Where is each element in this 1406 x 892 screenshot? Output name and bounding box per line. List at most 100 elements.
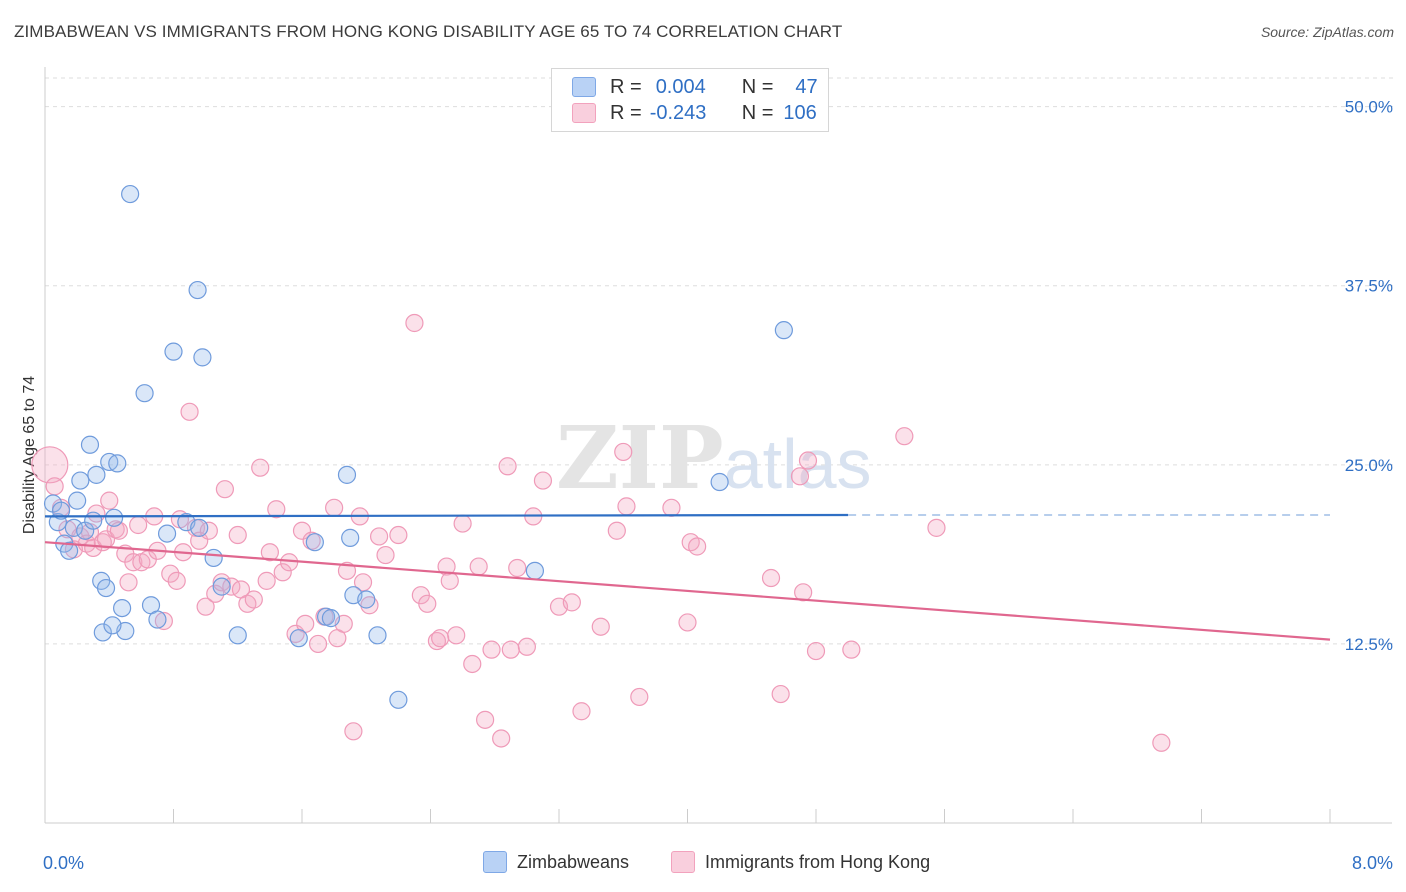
hong-kong-point [469,557,488,576]
hong-kong-point [806,641,826,661]
zimbabwean-point [121,184,140,204]
zimbabwean-point [96,578,116,598]
pink-swatch-icon [671,851,695,873]
hong-kong-point [607,521,626,540]
hong-kong-point [370,527,389,546]
hong-kong-point [662,498,681,517]
hong-kong-trend-line [44,541,1331,641]
y-tick-label: 12.5% [1345,635,1393,654]
zimbabwean-point [228,626,247,645]
hong-kong-point [498,457,517,476]
hong-kong-point [761,568,781,588]
zimbabwean-point [164,342,183,361]
hong-kong-point [440,571,459,590]
zimbabwean-point [84,511,103,530]
zimbabwean-point [64,518,84,537]
hong-kong-point [228,525,247,545]
zimbabwean-point [710,472,729,492]
zimbabwean-point [193,348,212,367]
zimbabwean-point [212,577,231,596]
hong-kong-point [100,491,119,510]
hong-kong-point [212,573,231,592]
tick-labels: 12.5% 25.0% 37.5% 50.0% 0.0% 8.0% [43,98,1393,873]
zimbabwean-point [87,465,106,484]
zimbabwean-point [103,616,122,635]
hong-kong-point [308,634,328,654]
hong-kong-point [508,558,527,578]
zimbabwean-point [80,435,100,454]
source-label: Source: ZipAtlas.com [1260,24,1394,40]
zimbabwean-point [59,541,79,560]
legend-item-hong-kong: Immigrants from Hong Kong [671,851,930,873]
hong-kong-point [206,584,225,603]
r-label: R = [610,75,642,98]
hong-kong-point [161,564,180,583]
hong-kong-point [215,480,234,499]
hong-kong-point [84,538,103,558]
hong-kong-point [267,500,286,519]
hong-kong-point [591,617,610,636]
zimbabwean-point [112,598,132,618]
legend-row-zimbabwean: R = 0.004 N = 47 [572,75,818,99]
hong-kong-point [119,573,138,592]
zimbabwean-point [204,548,223,568]
hong-kong-point [353,573,373,592]
hong-kong-point [927,518,946,537]
zimbabwean-points [43,184,793,709]
hong-kong-point [405,313,424,333]
legend-label: Immigrants from Hong Kong [705,851,931,872]
n-label: N = [741,75,774,98]
hong-kong-point [463,654,482,674]
grid-lines [45,77,1395,645]
watermark: ZIPatlas [556,408,872,509]
legend-label: Zimbabweans [517,851,630,872]
zimbabwean-point [774,321,793,340]
hong-kong-point [517,637,536,656]
hong-kong-point [389,525,408,545]
r-value: -0.243 [649,101,707,124]
zimbabwean-point [135,384,154,403]
hong-kong-point [376,545,395,565]
y-tick-label: 50.0% [1345,98,1393,117]
n-value: 106 [783,101,817,124]
hong-kong-point [895,427,914,446]
hong-kong-point [798,451,818,470]
zimbabwean-point [305,533,324,552]
zimbabwean-point [104,508,124,527]
hong-kong-point [196,597,215,616]
zimbabwean-point [368,626,387,645]
hong-kong-point [431,629,450,648]
hong-kong-point [45,477,64,496]
trend-lines [44,513,1331,641]
hong-kong-point [688,537,707,556]
hong-kong-point [678,613,697,632]
blue-swatch-icon [572,77,596,97]
hong-kong-point [418,594,437,613]
hong-kong-points [31,313,1171,752]
hong-kong-point [437,557,456,576]
hong-kong-point [533,471,553,490]
pink-swatch-icon [572,103,596,123]
zimbabwean-point [289,629,308,648]
zimbabwean-point [48,513,67,532]
zimbabwean-point [148,610,167,629]
zimbabwean-point [321,609,341,628]
hong-kong-point [482,640,501,659]
hong-kong-point [154,611,173,631]
hong-kong-point [562,593,581,612]
hong-kong-point [614,442,633,462]
hong-kong-point [167,571,186,590]
hong-kong-point [447,626,466,645]
hong-kong-point [273,563,292,582]
zimbabwean-point [389,690,408,709]
zimbabwean-point [525,561,545,580]
hong-kong-point [1152,733,1171,752]
legend-row-hong-kong: R = -0.243 N = 106 [572,101,817,125]
n-value: 47 [795,75,818,98]
hong-kong-point [501,640,520,659]
y-tick-label: 37.5% [1345,277,1393,296]
hong-kong-point [257,571,276,590]
zimbabwean-point [188,280,207,300]
hong-kong-point [790,467,810,486]
